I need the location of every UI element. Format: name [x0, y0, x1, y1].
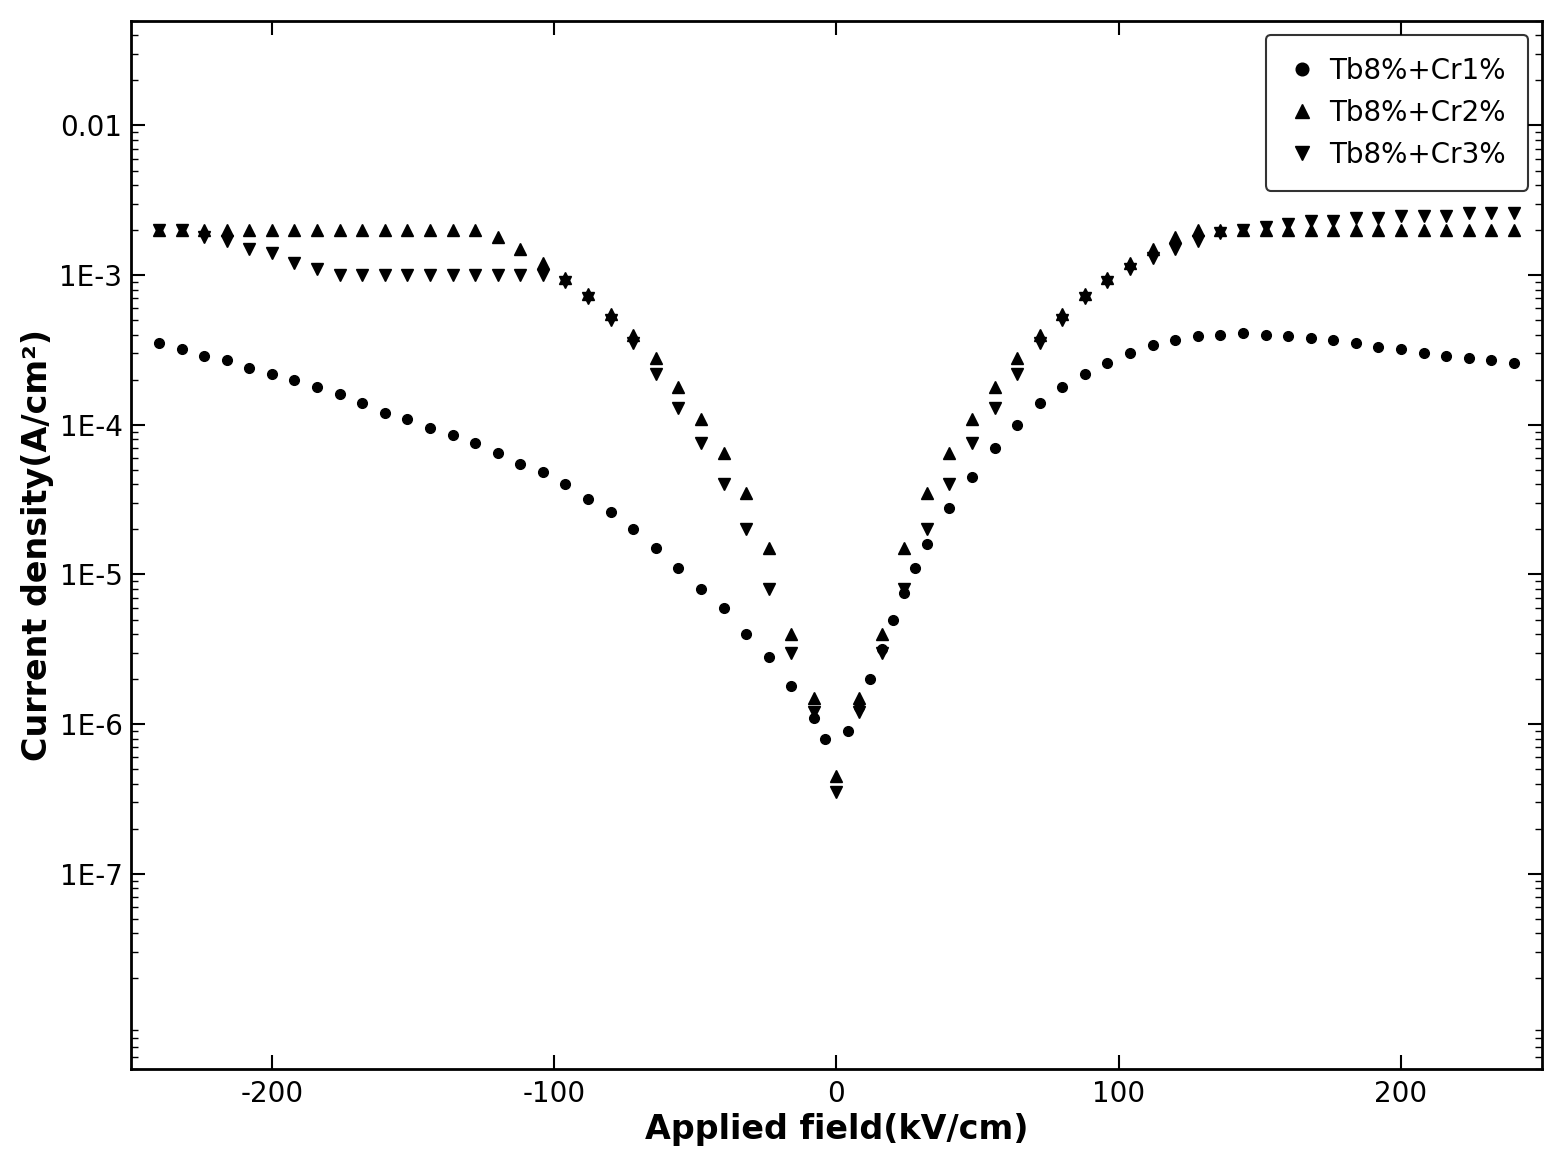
Line: Tb8%+Cr2%: Tb8%+Cr2%	[153, 224, 1519, 782]
Legend: Tb8%+Cr1%, Tb8%+Cr2%, Tb8%+Cr3%: Tb8%+Cr1%, Tb8%+Cr2%, Tb8%+Cr3%	[1266, 35, 1529, 191]
Tb8%+Cr3%	[1460, 207, 1479, 221]
Tb8%+Cr2%	[894, 541, 913, 555]
Tb8%+Cr2%	[1505, 223, 1524, 237]
X-axis label: Applied field(kV/cm): Applied field(kV/cm)	[644, 1113, 1028, 1146]
Tb8%+Cr3%	[1505, 207, 1524, 221]
Tb8%+Cr2%	[466, 223, 485, 237]
Tb8%+Cr1%	[760, 650, 778, 664]
Tb8%+Cr2%	[150, 223, 169, 237]
Tb8%+Cr1%	[1346, 336, 1364, 350]
Tb8%+Cr1%	[1505, 356, 1524, 370]
Tb8%+Cr3%	[827, 785, 846, 799]
Tb8%+Cr2%	[985, 379, 1003, 393]
Tb8%+Cr3%	[985, 400, 1003, 414]
Tb8%+Cr2%	[420, 223, 439, 237]
Tb8%+Cr1%	[872, 642, 891, 656]
Tb8%+Cr3%	[150, 223, 169, 237]
Tb8%+Cr1%	[816, 732, 835, 746]
Tb8%+Cr1%	[488, 446, 506, 460]
Tb8%+Cr1%	[1460, 351, 1479, 365]
Tb8%+Cr3%	[1346, 211, 1364, 225]
Tb8%+Cr2%	[827, 769, 846, 783]
Tb8%+Cr2%	[1346, 223, 1364, 237]
Tb8%+Cr2%	[624, 328, 642, 342]
Line: Tb8%+Cr3%: Tb8%+Cr3%	[153, 208, 1519, 798]
Tb8%+Cr1%	[150, 336, 169, 350]
Tb8%+Cr3%	[894, 582, 913, 596]
Y-axis label: Current density(A/cm²): Current density(A/cm²)	[20, 329, 53, 761]
Tb8%+Cr1%	[578, 491, 597, 505]
Tb8%+Cr1%	[1233, 326, 1252, 340]
Tb8%+Cr3%	[466, 268, 485, 282]
Tb8%+Cr3%	[624, 336, 642, 350]
Tb8%+Cr3%	[420, 268, 439, 282]
Line: Tb8%+Cr1%: Tb8%+Cr1%	[155, 328, 1519, 743]
